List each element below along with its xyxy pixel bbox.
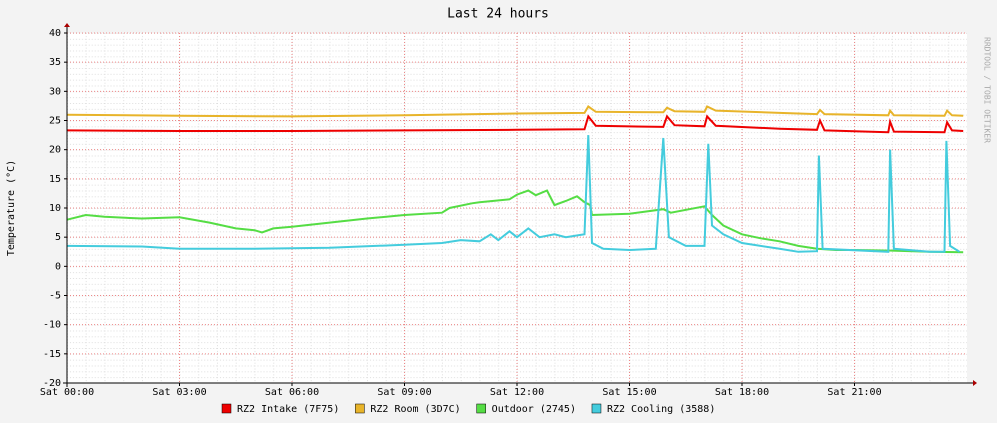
y-tick-label: -5	[49, 291, 61, 302]
y-tick-label: 0	[55, 261, 61, 272]
legend-label: RZ2 Intake (7F75)	[237, 404, 339, 415]
series-line	[66, 105, 964, 118]
legend-label: RZ2 Room (3D7C)	[370, 404, 460, 415]
x-tick-label: Sat 21:00	[827, 387, 881, 398]
y-tick-label: 20	[49, 145, 61, 156]
x-tick-label: Sat 03:00	[152, 387, 206, 398]
legend-label: Outdoor (2745)	[492, 404, 576, 415]
axis-arrow	[973, 380, 977, 386]
y-axis-label: Temperature (°C)	[6, 160, 17, 256]
legend-label: RZ2 Cooling (3588)	[607, 404, 715, 415]
y-tick-label: 10	[49, 203, 61, 214]
y-tick-label: 5	[55, 232, 61, 243]
y-tick-label: -15	[43, 349, 61, 360]
x-tick-label: Sat 12:00	[490, 387, 544, 398]
y-tick-label: 30	[49, 86, 61, 97]
y-tick-label: -10	[43, 320, 61, 331]
x-tick-label: Sat 00:00	[40, 387, 94, 398]
x-tick-label: Sat 06:00	[265, 387, 319, 398]
y-tick-label: 35	[49, 57, 61, 68]
legend-swatch	[476, 403, 486, 414]
x-tick-label: Sat 09:00	[377, 387, 431, 398]
y-tick-label: 15	[49, 174, 61, 185]
watermark: RRDTOOL / TOBI OETIKER	[983, 37, 992, 143]
y-tick-label: -20	[43, 378, 61, 389]
x-tick-label: Sat 18:00	[715, 387, 769, 398]
x-tick-label: Sat 15:00	[602, 387, 656, 398]
chart-title: Last 24 hours	[447, 7, 549, 22]
legend-swatch	[221, 403, 232, 414]
series-line	[66, 135, 961, 253]
axis-arrow	[64, 23, 70, 27]
legend-swatch	[355, 403, 365, 414]
y-tick-label: 40	[49, 28, 61, 39]
series-line	[66, 114, 964, 134]
y-tick-label: 25	[49, 116, 61, 127]
series-line	[66, 189, 964, 254]
legend-swatch	[591, 403, 602, 414]
